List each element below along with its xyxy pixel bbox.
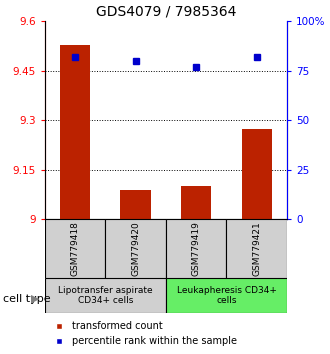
Text: GSM779421: GSM779421 (252, 221, 261, 276)
Text: GSM779419: GSM779419 (192, 221, 201, 276)
Text: ▶: ▶ (31, 294, 40, 304)
Title: GDS4079 / 7985364: GDS4079 / 7985364 (96, 5, 236, 19)
Bar (60, 45, 90, 219)
Bar (226, 219, 287, 278)
Bar (166, 278, 287, 313)
Text: Leukapheresis CD34+
cells: Leukapheresis CD34+ cells (177, 286, 277, 305)
Text: Lipotransfer aspirate
CD34+ cells: Lipotransfer aspirate CD34+ cells (58, 286, 152, 305)
Text: cell type: cell type (3, 294, 51, 304)
Legend: transformed count, percentile rank within the sample: transformed count, percentile rank withi… (50, 321, 237, 346)
Bar (45, 278, 166, 313)
Text: GSM779418: GSM779418 (70, 221, 80, 276)
Bar (105, 219, 166, 278)
Bar (166, 219, 226, 278)
Bar (45, 219, 105, 278)
Bar (120, 190, 151, 219)
Bar (181, 187, 211, 219)
Text: GSM779420: GSM779420 (131, 221, 140, 276)
Bar (242, 129, 272, 219)
